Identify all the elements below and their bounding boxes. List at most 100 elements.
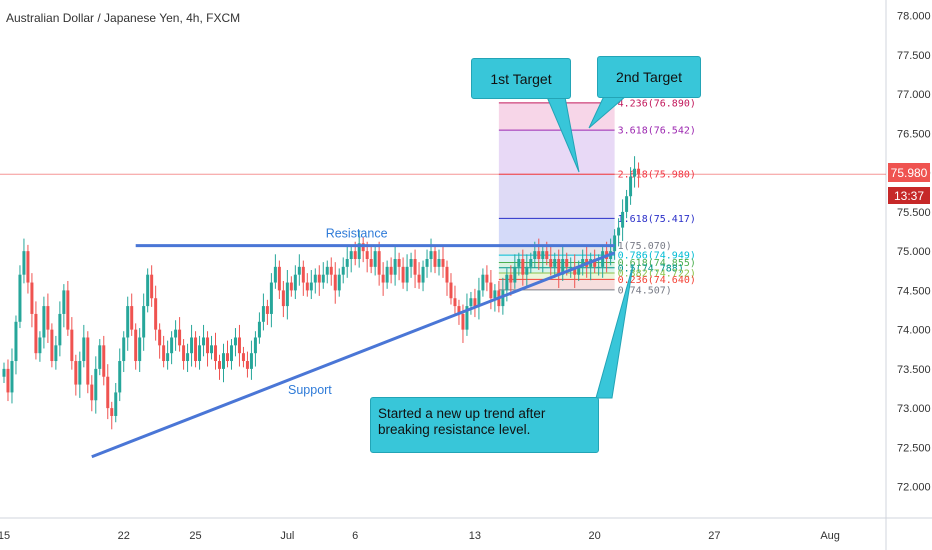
candle (158, 329, 162, 346)
candle (337, 274, 341, 291)
candle (297, 266, 301, 275)
candle (513, 266, 517, 283)
fib-level-label: 0.618(74.855) (618, 258, 696, 269)
second-target-label: 2nd Target (616, 69, 682, 85)
current-price-label: 75.980 (890, 165, 928, 180)
candle (425, 259, 429, 267)
candle (437, 259, 441, 267)
candle (561, 259, 565, 275)
first-target-callout[interactable]: 1st Target (471, 58, 571, 99)
candle (493, 290, 497, 299)
fib-level-label: 2.618(75.980) (618, 170, 696, 181)
trend-note-callout[interactable]: Started a new up trend after breaking re… (370, 397, 599, 453)
candle (633, 168, 637, 177)
candle (237, 337, 241, 354)
candle (441, 259, 445, 267)
candle (265, 306, 269, 314)
fib-level-label: 1(75.070) (618, 241, 672, 252)
candle (2, 368, 6, 377)
candle (457, 306, 461, 314)
candle (333, 274, 337, 291)
candle (225, 353, 229, 362)
fib-level-label: 3.618(76.542) (618, 126, 696, 137)
y-tick-label: 77.500 (897, 50, 931, 62)
candle (421, 266, 425, 283)
candle (549, 259, 553, 267)
candle (365, 251, 369, 259)
candle (445, 266, 449, 283)
candle (285, 282, 289, 307)
second-target-callout[interactable]: 2nd Target (597, 56, 701, 98)
candle (373, 251, 377, 267)
candle (465, 306, 469, 330)
candle (405, 266, 409, 283)
candle (293, 274, 297, 291)
candle (517, 259, 521, 267)
candle (186, 353, 190, 362)
candle (178, 329, 182, 346)
candle (50, 329, 54, 362)
fib-zone (498, 130, 615, 175)
candle (521, 259, 525, 275)
candle (138, 337, 142, 362)
candle (321, 274, 325, 283)
chart-title: Australian Dollar / Japanese Yen, 4h, FX… (6, 11, 241, 25)
fib-level-label: 1.618(75.417) (618, 214, 696, 225)
x-tick-label: 13 (469, 530, 481, 542)
candle (34, 313, 38, 354)
candle (229, 345, 233, 362)
candle (86, 337, 90, 385)
candle (245, 361, 249, 369)
candle (369, 259, 373, 267)
fib-zone (498, 245, 615, 256)
x-tick-label: 15 (0, 530, 10, 542)
fib-level-label: 0.786(74.949) (618, 251, 696, 262)
candle (621, 211, 625, 228)
fib-zone (498, 279, 615, 290)
trend-note-text: Started a new up trend after breaking re… (378, 406, 546, 437)
candle (485, 274, 489, 283)
candle (150, 274, 154, 299)
countdown-tag: 13:37 (888, 187, 930, 204)
candle (6, 368, 10, 393)
candle (130, 306, 134, 330)
fib-zone (498, 267, 615, 273)
candle (94, 368, 98, 401)
candle (541, 251, 545, 259)
candle (509, 274, 513, 283)
candle (489, 282, 493, 299)
y-tick-label: 72.000 (897, 482, 931, 494)
candle (22, 251, 26, 275)
candle (90, 384, 94, 401)
candle (58, 313, 62, 346)
candle (317, 274, 321, 283)
y-tick-label: 72.500 (897, 442, 931, 454)
candle (545, 251, 549, 259)
support-line[interactable] (91, 251, 616, 459)
candle (74, 361, 78, 385)
candle (377, 251, 381, 275)
candle (118, 361, 122, 393)
y-tick-label: 76.500 (897, 128, 931, 140)
y-tick-label: 75.000 (897, 246, 931, 258)
candle (557, 259, 561, 275)
candle (593, 259, 597, 267)
y-tick-label: 75.500 (897, 207, 931, 219)
candle (98, 345, 102, 369)
candle (473, 298, 477, 307)
candle (481, 274, 485, 291)
support-label: Support (288, 383, 332, 397)
candle (110, 408, 114, 416)
candle (218, 361, 222, 369)
candle (182, 345, 186, 362)
candle (30, 282, 34, 314)
candle (202, 337, 206, 346)
y-tick-label: 74.000 (897, 325, 931, 337)
candle (54, 345, 58, 362)
candle (249, 353, 253, 369)
fib-level-label: 4.236(76.890) (618, 98, 696, 109)
candle (553, 259, 557, 267)
candle (206, 337, 210, 354)
